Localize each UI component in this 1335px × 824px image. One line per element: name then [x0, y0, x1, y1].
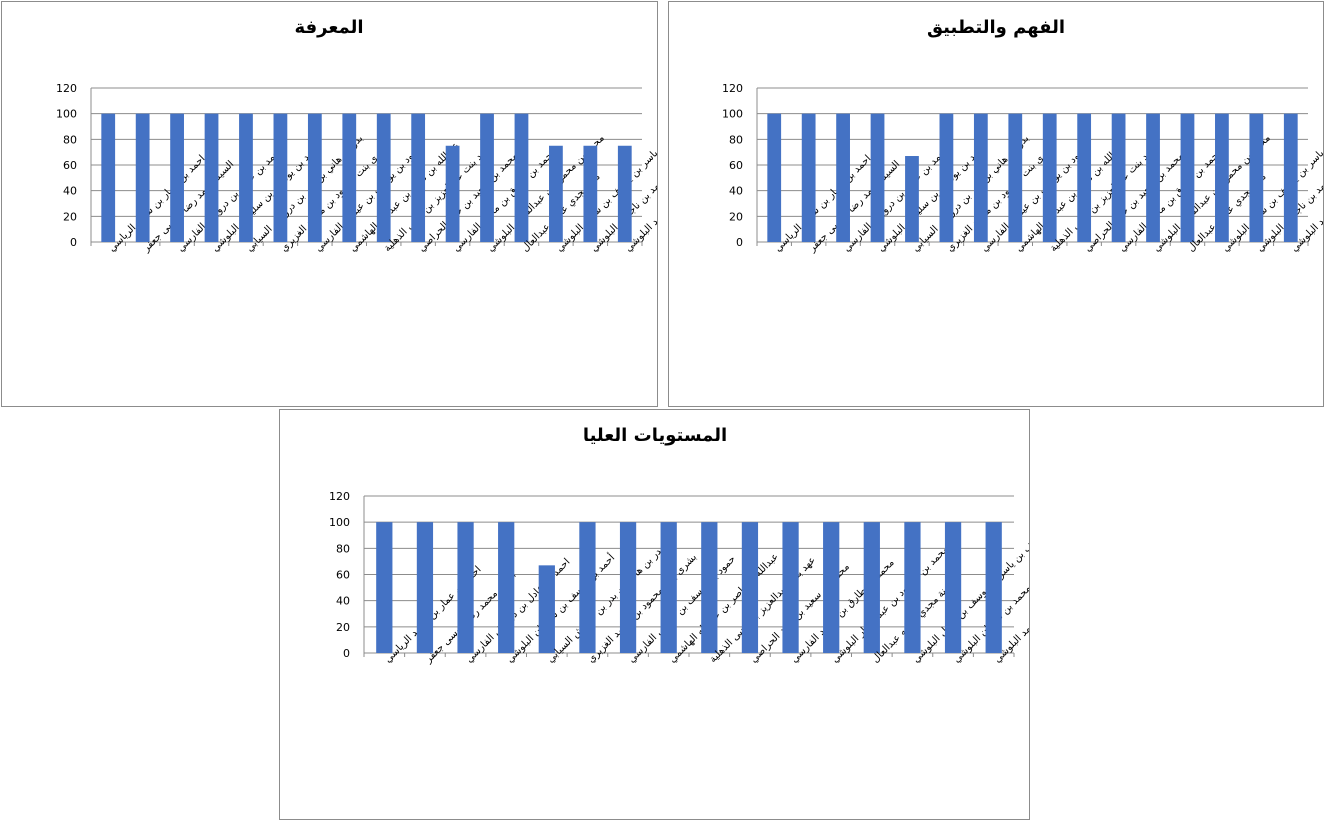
- bar: [767, 113, 782, 243]
- bar: [660, 522, 677, 653]
- chart-title: المعرفة: [294, 17, 363, 38]
- bar: [376, 522, 393, 653]
- bar: [1111, 113, 1126, 243]
- y-tick-label: 100: [722, 108, 743, 121]
- bar: [1283, 113, 1298, 243]
- y-tick-label: 120: [329, 490, 350, 503]
- bar: [1215, 113, 1229, 243]
- bar: [342, 113, 357, 243]
- bar: [741, 522, 759, 653]
- bar: [1249, 113, 1264, 243]
- bar: [870, 113, 885, 243]
- y-tick-label: 0: [736, 236, 743, 249]
- bar: [782, 522, 799, 653]
- bar: [1180, 113, 1195, 243]
- bar: [273, 113, 288, 243]
- bar: [480, 113, 494, 243]
- bar: [801, 113, 816, 243]
- y-tick-label: 40: [63, 185, 77, 198]
- bar: [619, 522, 637, 653]
- bar: [239, 113, 253, 243]
- chart-title: الفهم والتطبيق: [927, 17, 1065, 38]
- bar: [836, 113, 850, 243]
- bar: [204, 113, 219, 243]
- bar: [514, 113, 529, 243]
- y-tick-label: 80: [63, 133, 77, 146]
- bar: [905, 156, 919, 242]
- bar: [307, 113, 322, 243]
- y-tick-label: 60: [729, 159, 743, 172]
- bar: [579, 522, 596, 653]
- chart-higher-levels: المستويات العليا 0 20 40 60 80 100 120 احمد بن ع…: [279, 409, 1030, 820]
- y-tick-label: 0: [70, 236, 77, 249]
- bar: [376, 113, 391, 243]
- bar: [549, 145, 563, 242]
- bar: [101, 113, 116, 243]
- bar: [1077, 113, 1092, 243]
- y-tick-label: 20: [729, 210, 743, 223]
- chart-knowledge: المعرفة 0 20 40 60 80 100 120 احمد بن عمار بن سع…: [1, 1, 658, 407]
- bar: [1042, 113, 1057, 243]
- y-tick-label: 40: [336, 595, 350, 608]
- bar: [944, 522, 962, 653]
- bar: [1146, 113, 1160, 243]
- bar: [135, 113, 150, 243]
- bar: [445, 145, 460, 242]
- y-tick-label: 40: [729, 185, 743, 198]
- bar: [904, 522, 921, 653]
- y-tick-label: 20: [336, 621, 350, 634]
- chart-comprehension-application: الفهم والتطبيق 0 20 40 60 80 100 120 احمد بن عما…: [668, 1, 1324, 407]
- y-tick-label: 20: [63, 210, 77, 223]
- y-tick-label: 100: [56, 108, 77, 121]
- bar: [457, 522, 474, 653]
- bar: [498, 522, 515, 653]
- bar: [416, 522, 434, 653]
- bar: [985, 522, 1002, 653]
- y-tick-label: 120: [56, 82, 77, 95]
- bar: [583, 145, 598, 242]
- y-tick-label: 60: [63, 159, 77, 172]
- bar: [617, 145, 632, 242]
- y-tick-label: 80: [336, 542, 350, 555]
- bar: [170, 113, 184, 243]
- bar: [701, 522, 718, 653]
- bar: [1008, 113, 1023, 243]
- y-tick-label: 0: [343, 647, 350, 660]
- bar: [538, 565, 555, 653]
- bar: [939, 113, 954, 243]
- y-tick-label: 60: [336, 569, 350, 582]
- bar: [411, 113, 426, 243]
- chart-title: المستويات العليا: [583, 425, 727, 446]
- bar: [863, 522, 880, 653]
- y-tick-label: 120: [722, 82, 743, 95]
- bar: [973, 113, 988, 243]
- bar: [823, 522, 840, 653]
- y-tick-label: 80: [729, 133, 743, 146]
- y-tick-label: 100: [329, 516, 350, 529]
